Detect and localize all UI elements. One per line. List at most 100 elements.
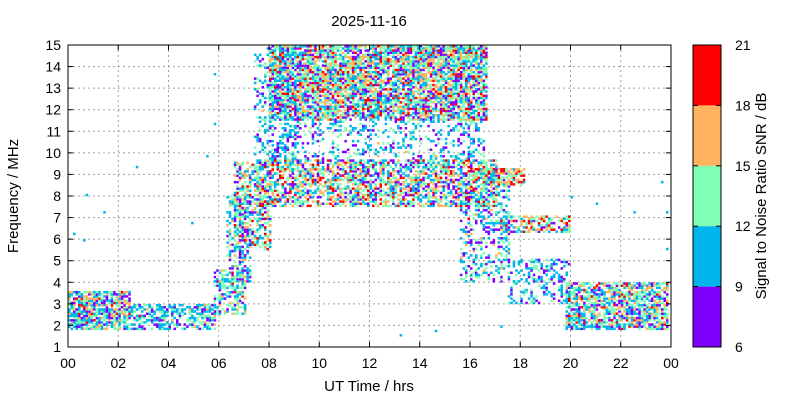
snr-cell	[176, 321, 179, 324]
snr-cell	[253, 234, 257, 238]
snr-cell	[379, 202, 382, 205]
snr-cell	[236, 295, 239, 298]
snr-cell	[354, 165, 357, 169]
snr-cell	[148, 314, 151, 318]
snr-cell	[321, 88, 325, 91]
snr-cell	[264, 228, 267, 231]
snr-cell	[243, 234, 247, 238]
snr-cell	[379, 105, 382, 108]
snr-cell	[422, 77, 425, 80]
snr-cell	[299, 60, 302, 63]
snr-cell	[289, 77, 292, 80]
snr-cell	[470, 83, 473, 87]
snr-cell	[110, 316, 114, 320]
snr-cell	[467, 187, 470, 190]
snr-cell	[296, 170, 300, 173]
snr-cell	[256, 55, 259, 59]
snr-cell	[394, 51, 398, 54]
snr-cell	[228, 284, 232, 287]
snr-cell	[429, 94, 433, 98]
snr-cell	[326, 198, 330, 201]
snr-cell	[459, 165, 463, 169]
snr-cell	[294, 88, 297, 91]
snr-cell	[95, 310, 99, 313]
snr-cell	[276, 178, 279, 182]
snr-cell	[339, 183, 342, 186]
snr-cell	[339, 200, 342, 203]
snr-cell	[236, 174, 239, 177]
snr-cell	[404, 47, 408, 50]
snr-cell	[231, 273, 234, 277]
snr-cell	[326, 189, 330, 192]
snr-cell	[374, 193, 377, 197]
snr-cell	[120, 293, 124, 296]
snr-cell	[412, 178, 415, 182]
snr-cell	[188, 312, 192, 315]
snr-cell	[457, 168, 460, 171]
snr-cell	[442, 107, 445, 111]
snr-cell	[284, 118, 287, 121]
snr-cell	[138, 308, 141, 311]
snr-cell	[402, 187, 405, 190]
snr-cell	[251, 208, 254, 212]
snr-cell	[341, 178, 345, 182]
snr-cell	[367, 70, 370, 74]
snr-cell	[276, 92, 279, 95]
snr-cell	[279, 155, 282, 158]
snr-cell	[449, 70, 453, 74]
snr-cell	[158, 306, 161, 309]
snr-cell	[459, 45, 463, 48]
snr-cell	[88, 303, 91, 307]
snr-cell	[228, 213, 232, 216]
snr-cell	[434, 103, 438, 106]
snr-cell	[362, 178, 365, 182]
snr-cell	[389, 183, 393, 186]
snr-cell	[138, 316, 141, 320]
snr-cell	[447, 68, 450, 72]
snr-cell	[429, 86, 433, 89]
snr-cell	[437, 198, 440, 201]
snr-cell	[329, 98, 332, 102]
snr-cell	[465, 53, 468, 57]
snr-cell	[404, 60, 408, 63]
snr-cell	[402, 68, 405, 72]
snr-cell	[387, 75, 390, 78]
snr-cell	[356, 77, 360, 80]
snr-cell	[246, 243, 249, 246]
snr-cell	[419, 45, 423, 48]
snr-cell	[206, 325, 209, 328]
snr-cell	[256, 172, 259, 175]
snr-cell	[256, 90, 259, 93]
snr-cell	[296, 174, 300, 177]
snr-cell	[98, 303, 101, 307]
snr-cell	[402, 107, 405, 111]
snr-cell	[447, 90, 450, 93]
snr-cell	[339, 70, 342, 74]
snr-cell	[155, 323, 159, 326]
snr-cell	[369, 191, 372, 195]
snr-cell	[414, 64, 418, 67]
snr-cell	[193, 306, 197, 309]
snr-cell	[291, 170, 295, 173]
snr-cell	[379, 57, 382, 61]
snr-cell	[341, 75, 345, 78]
snr-cell	[289, 202, 292, 205]
snr-cell	[354, 187, 357, 190]
snr-cell	[324, 101, 327, 104]
snr-cell	[399, 111, 403, 115]
snr-cell	[236, 275, 239, 279]
snr-cell	[429, 116, 433, 119]
snr-cell	[409, 170, 413, 173]
snr-cell	[424, 196, 428, 199]
snr-cell	[387, 88, 390, 91]
snr-cell	[281, 81, 285, 85]
snr-cell	[324, 183, 327, 186]
snr-cell	[140, 325, 144, 328]
snr-cell	[427, 105, 430, 108]
snr-cell	[422, 111, 425, 115]
snr-cell	[487, 204, 491, 208]
snr-cell	[331, 116, 335, 119]
snr-cell	[407, 183, 410, 186]
snr-cell	[256, 198, 259, 201]
snr-cell	[392, 90, 395, 93]
